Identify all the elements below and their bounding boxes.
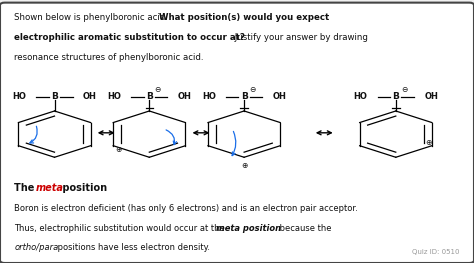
Text: ⊕: ⊕ — [425, 138, 431, 146]
Text: position: position — [59, 183, 108, 193]
Text: resonance structures of phenylboronic acid.: resonance structures of phenylboronic ac… — [14, 53, 204, 62]
Text: The: The — [14, 183, 38, 193]
Text: B: B — [146, 92, 153, 101]
Text: meta: meta — [36, 183, 64, 193]
Text: What position(s) would you expect: What position(s) would you expect — [159, 13, 329, 22]
Text: HO: HO — [354, 92, 367, 101]
Text: B: B — [51, 92, 58, 101]
Text: Justify your answer by drawing: Justify your answer by drawing — [232, 33, 368, 42]
Text: HO: HO — [107, 92, 121, 101]
Text: Thus, electrophilic substitution would occur at the: Thus, electrophilic substitution would o… — [14, 224, 228, 232]
Text: Quiz ID: 0510: Quiz ID: 0510 — [412, 249, 460, 255]
Text: ⊖: ⊖ — [401, 85, 408, 94]
Text: OH: OH — [424, 92, 438, 101]
Text: Shown below is phenylboronic acid.: Shown below is phenylboronic acid. — [14, 13, 171, 22]
Text: OH: OH — [273, 92, 286, 101]
Text: HO: HO — [202, 92, 216, 101]
Text: ⊕: ⊕ — [241, 161, 247, 170]
Text: OH: OH — [178, 92, 191, 101]
Text: HO: HO — [12, 92, 26, 101]
FancyBboxPatch shape — [0, 3, 474, 263]
Text: positions have less electron density.: positions have less electron density. — [55, 243, 210, 252]
Text: OH: OH — [83, 92, 97, 101]
Text: ⊕: ⊕ — [115, 145, 122, 154]
Text: because the: because the — [277, 224, 332, 232]
Text: ⊖: ⊖ — [155, 85, 161, 94]
Text: B: B — [392, 92, 399, 101]
Text: meta position: meta position — [216, 224, 281, 232]
Text: B: B — [241, 92, 247, 101]
Text: electrophilic aromatic substitution to occur at?: electrophilic aromatic substitution to o… — [14, 33, 245, 42]
Text: ortho/para: ortho/para — [14, 243, 58, 252]
Text: ⊖: ⊖ — [249, 85, 256, 94]
Text: Boron is electron deficient (has only 6 electrons) and is an electron pair accep: Boron is electron deficient (has only 6 … — [14, 204, 358, 213]
